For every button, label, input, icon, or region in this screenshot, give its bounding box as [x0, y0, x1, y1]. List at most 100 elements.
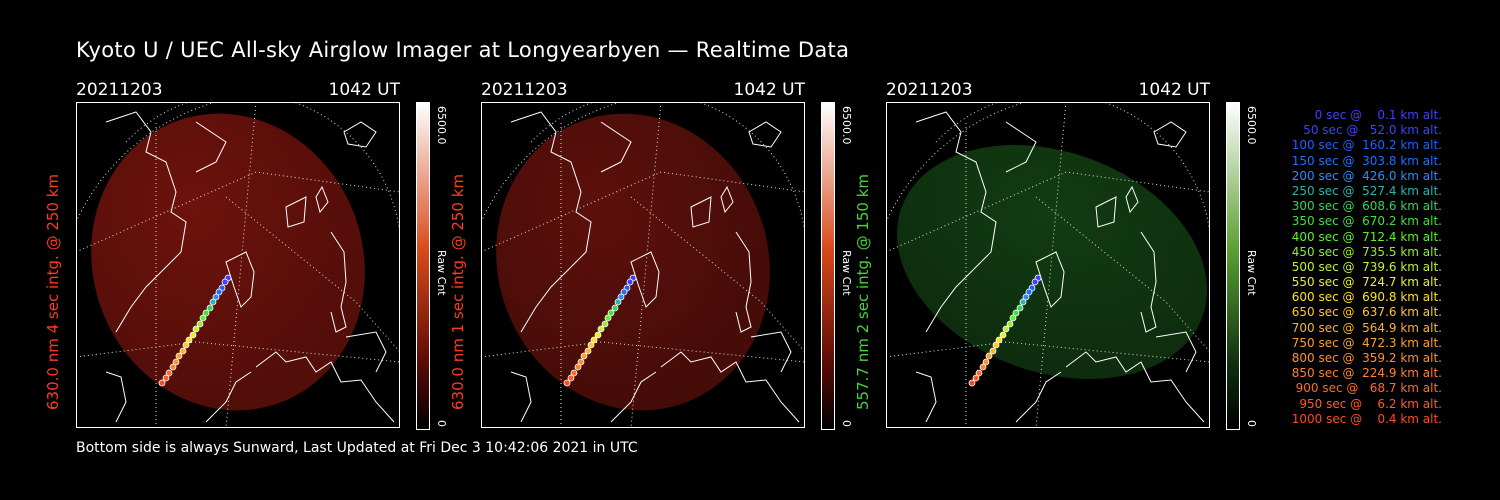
coastline	[735, 231, 752, 333]
trajectory-point	[189, 331, 197, 339]
coastline	[630, 251, 660, 308]
colorbar	[1226, 102, 1240, 430]
trajectory-legend: 0 sec @ 0.1 km alt. 50 sec @ 52.0 km alt…	[1262, 108, 1442, 427]
map-frame	[481, 102, 805, 428]
grid-line	[1035, 102, 1067, 428]
trajectory-point	[192, 325, 200, 333]
legend-row: 500 sec @ 739.6 km alt.	[1287, 259, 1442, 274]
trajectory-point	[574, 363, 582, 371]
trajectory-point	[620, 288, 628, 296]
allsky-map	[76, 102, 400, 428]
colorbar-max: 6500.0	[435, 106, 448, 145]
allsky-map	[481, 102, 805, 428]
trajectory-point	[221, 278, 229, 286]
coastline	[915, 111, 997, 333]
grid-line	[886, 171, 1210, 253]
legend-row: 200 sec @ 426.0 km alt.	[1287, 168, 1442, 183]
legend-row: 1000 sec @ 0.4 km alt.	[1291, 411, 1442, 426]
legend-row: 750 sec @ 472.3 km alt.	[1287, 335, 1442, 350]
allsky-map	[886, 102, 1210, 428]
trajectory-point	[999, 331, 1007, 339]
colorbar-unit: Raw Cnt	[435, 250, 448, 296]
panel-ylabel: 557.7 nm 2 sec intg. @ 150 km	[854, 173, 872, 410]
trajectory-point	[577, 358, 585, 366]
colorbar-unit: Raw Cnt	[1245, 250, 1258, 296]
coastline	[1005, 121, 1037, 173]
trajectory-point	[979, 363, 987, 371]
coastline	[255, 351, 395, 423]
legend-row: 400 sec @ 712.4 km alt.	[1287, 229, 1442, 244]
coastline	[1140, 231, 1157, 333]
trajectory-point	[567, 374, 575, 382]
trajectory-point	[587, 341, 595, 349]
trajectory-point	[199, 314, 207, 322]
coastline	[660, 351, 800, 423]
legend-row: 600 sec @ 690.8 km alt.	[1287, 290, 1442, 305]
legend-row: 300 sec @ 608.6 km alt.	[1287, 199, 1442, 214]
coastline	[510, 371, 532, 423]
coastline	[600, 121, 632, 173]
legend-row: 250 sec @ 527.4 km alt.	[1287, 183, 1442, 198]
trajectory-point	[169, 363, 177, 371]
trajectory-point	[182, 341, 190, 349]
coastline	[205, 371, 252, 423]
trajectory-point	[584, 347, 592, 355]
coastline	[915, 371, 937, 423]
coastline	[195, 121, 227, 173]
trajectory-point	[1009, 314, 1017, 322]
coastline	[610, 371, 657, 423]
trajectory-point	[1012, 309, 1020, 317]
legend-row: 150 sec @ 303.8 km alt.	[1287, 153, 1442, 168]
trajectory-point	[975, 369, 983, 377]
grid-line	[886, 102, 1146, 223]
trajectory-point	[209, 298, 217, 306]
panel-time: 1042 UT	[328, 80, 401, 100]
trajectory-point	[179, 347, 187, 355]
trajectory-point	[215, 288, 223, 296]
trajectory-point	[594, 331, 602, 339]
coastline	[720, 185, 734, 214]
trajectory-point	[968, 379, 976, 387]
legend-row: 0 sec @ 0.1 km alt.	[1303, 108, 1442, 122]
trajectory-point	[597, 325, 605, 333]
coastline	[343, 121, 377, 148]
legend-row: 100 sec @ 160.2 km alt.	[1287, 138, 1442, 153]
panel-date: 20211203	[886, 80, 973, 100]
colorbar	[821, 102, 835, 430]
trajectory-point	[607, 309, 615, 317]
trajectory-point	[162, 374, 170, 382]
trajectory-point	[985, 352, 993, 360]
trajectory-point	[989, 347, 997, 355]
coastline	[1125, 185, 1139, 214]
legend-row: 350 sec @ 670.2 km alt.	[1287, 214, 1442, 229]
legend-row: 650 sec @ 637.6 km alt.	[1287, 305, 1442, 320]
coastline	[315, 185, 329, 214]
coastline	[1153, 121, 1187, 148]
trajectory-point	[995, 336, 1003, 344]
trajectory-point	[992, 341, 1000, 349]
grid-line	[481, 171, 805, 253]
coastline	[330, 231, 347, 333]
trajectory-point	[1022, 293, 1030, 301]
trajectory-point	[611, 304, 619, 312]
trajectory-point	[172, 358, 180, 366]
trajectory-point	[570, 369, 578, 377]
trajectory-point	[185, 336, 193, 344]
colorbar-min: 0	[840, 420, 853, 427]
trajectory-point	[212, 293, 220, 301]
footer-note: Bottom side is always Sunward, Last Upda…	[76, 440, 638, 456]
trajectory-point	[1002, 325, 1010, 333]
grid-line	[76, 102, 336, 223]
map-frame	[76, 102, 400, 428]
airglow-field	[496, 113, 770, 411]
grid-line	[481, 341, 805, 363]
grid-line	[76, 341, 400, 363]
trajectory-point	[626, 278, 634, 286]
trajectory-point	[202, 309, 210, 317]
coastline	[748, 121, 782, 148]
trajectory-point	[196, 320, 204, 328]
trajectory-point	[617, 293, 625, 301]
coastline	[750, 331, 792, 373]
trajectory-point	[972, 374, 980, 382]
panel-date: 20211203	[481, 80, 568, 100]
